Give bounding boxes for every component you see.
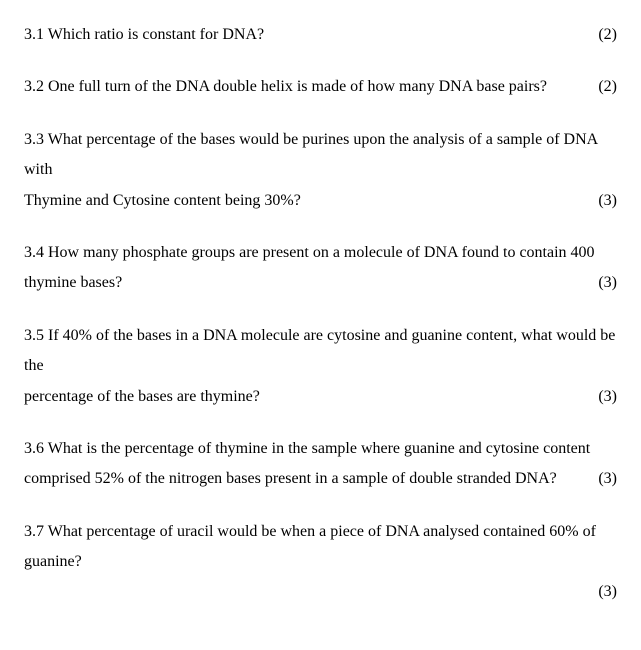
question-line: 3.1 Which ratio is constant for DNA?(2) xyxy=(24,20,617,50)
question: 3.6 What is the percentage of thymine in… xyxy=(24,434,617,495)
question-line: percentage of the bases are thymine?(3) xyxy=(24,382,617,412)
question-marks: (3) xyxy=(578,268,617,298)
question-line: guanine? xyxy=(24,547,617,577)
question-text: thymine bases? xyxy=(24,268,578,298)
question-text: 3.1 Which ratio is constant for DNA? xyxy=(24,20,578,50)
question: 3.1 Which ratio is constant for DNA?(2) xyxy=(24,20,617,50)
question-marks: (3) xyxy=(578,382,617,412)
question-text: Thymine and Cytosine content being 30%? xyxy=(24,186,578,216)
question-text: percentage of the bases are thymine? xyxy=(24,382,578,412)
question-line: 3.7 What percentage of uracil would be w… xyxy=(24,517,617,547)
question: 3.3 What percentage of the bases would b… xyxy=(24,125,617,216)
question: 3.2 One full turn of the DNA double heli… xyxy=(24,72,617,102)
question-line: comprised 52% of the nitrogen bases pres… xyxy=(24,464,617,494)
question-text: 3.2 One full turn of the DNA double heli… xyxy=(24,72,578,102)
question-line: 3.4 How many phosphate groups are presen… xyxy=(24,238,617,268)
question-line: 3.5 If 40% of the bases in a DNA molecul… xyxy=(24,321,617,382)
question: 3.5 If 40% of the bases in a DNA molecul… xyxy=(24,321,617,412)
question-line: 3.6 What is the percentage of thymine in… xyxy=(24,434,617,464)
question-line: thymine bases?(3) xyxy=(24,268,617,298)
question-marks: (3) xyxy=(578,186,617,216)
question-marks: (2) xyxy=(578,20,617,50)
question-line: Thymine and Cytosine content being 30%?(… xyxy=(24,186,617,216)
question-line: 3.3 What percentage of the bases would b… xyxy=(24,125,617,186)
question: 3.4 How many phosphate groups are presen… xyxy=(24,238,617,299)
question-line: 3.2 One full turn of the DNA double heli… xyxy=(24,72,617,102)
question-text: comprised 52% of the nitrogen bases pres… xyxy=(24,464,578,494)
question-list: 3.1 Which ratio is constant for DNA?(2)3… xyxy=(24,20,617,608)
question-marks: (2) xyxy=(578,72,617,102)
question-marks: (3) xyxy=(24,577,617,607)
question: 3.7 What percentage of uracil would be w… xyxy=(24,517,617,608)
question-marks: (3) xyxy=(578,464,617,494)
